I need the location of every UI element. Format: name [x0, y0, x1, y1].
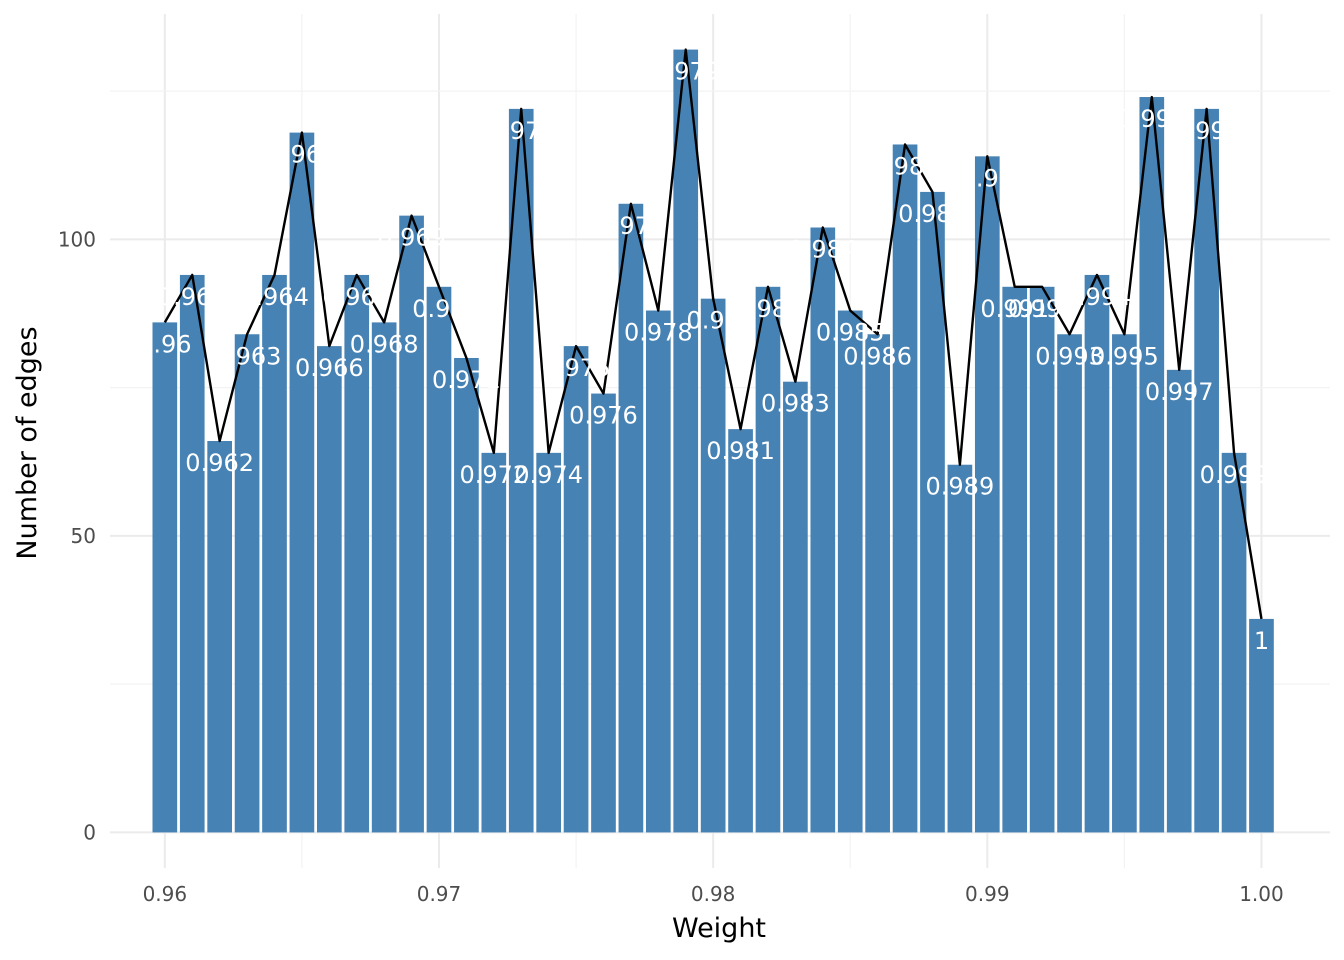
x-tick-label: 0.99: [965, 882, 1010, 906]
bar-value-label: 0.998: [1172, 117, 1241, 145]
bar: [179, 274, 205, 833]
bar-value-label: 0.992: [1008, 295, 1077, 323]
bar-value-label: 0.989: [926, 473, 995, 501]
bar: [728, 429, 753, 833]
bar-value-label: 0.99: [961, 164, 1014, 192]
bar-value-label: 0.996: [1117, 105, 1186, 133]
y-tick-label: 0: [83, 820, 96, 844]
bar: [289, 132, 315, 833]
bar-value-label: 0.967: [322, 283, 391, 311]
bar-value-label: 0.993: [1035, 342, 1104, 370]
bar-value-label: 0.991: [980, 295, 1049, 323]
y-axis-ticks: 0 50 100: [58, 227, 96, 844]
bar: [1249, 618, 1274, 833]
bar-value-label: 0.973: [487, 117, 556, 145]
bar-value-label: 0.978: [624, 319, 693, 347]
bar: [591, 393, 616, 833]
x-axis-ticks: 0.96 0.97 0.98 0.99 1.00: [143, 882, 1284, 906]
bar-value-label: 0.983: [761, 390, 830, 418]
y-axis-title: Number of edges: [12, 326, 43, 559]
bar: [399, 215, 424, 833]
bar: [783, 381, 808, 833]
bar: [536, 452, 561, 833]
bar: [1057, 334, 1082, 833]
bar-labels: 0.96 0.961 0.962 0.963 0.964 0.965 0.966 0.967 0…: [138, 58, 1269, 655]
bar: [645, 310, 671, 833]
bar: [947, 464, 973, 833]
bar-value-label: 0.974: [514, 461, 583, 489]
bar-value-label: 0.97: [412, 295, 465, 323]
bar: [700, 298, 726, 833]
bar: [207, 441, 232, 833]
bar: [810, 227, 836, 833]
bar: [454, 357, 479, 833]
x-tick-label: 0.96: [143, 882, 188, 906]
bar-value-label: 0.986: [843, 342, 912, 370]
bar: [618, 203, 644, 833]
bar: [1166, 369, 1192, 833]
bar: [1029, 286, 1055, 833]
x-axis-title: Weight: [672, 913, 766, 944]
x-tick-label: 0.98: [691, 882, 736, 906]
x-tick-label: 1.00: [1239, 882, 1284, 906]
bar: [234, 334, 260, 833]
bar: [344, 274, 370, 833]
bars: [152, 49, 1274, 833]
bar: [1084, 274, 1110, 833]
bar: [371, 322, 397, 833]
bar-value-label: 0.988: [898, 200, 967, 228]
bar-value-label: 0.965: [268, 141, 337, 169]
bar-value-label: 0.982: [734, 295, 803, 323]
bar: [316, 346, 342, 833]
bar-value-label: 0.987: [871, 152, 940, 180]
bar-value-label: 1: [1254, 627, 1269, 655]
bar: [563, 346, 589, 833]
bar: [974, 156, 1000, 833]
bar: [508, 108, 534, 833]
bar-value-label: 0.976: [569, 402, 638, 430]
bar-value-label: 0.981: [706, 437, 775, 465]
bar: [426, 286, 452, 833]
bar-value-label: 0.96: [138, 330, 191, 358]
bar: [481, 452, 507, 833]
bar-value-label: 0.995: [1090, 342, 1159, 370]
bar: [1194, 108, 1219, 833]
bar-value-label: 0.997: [1145, 378, 1214, 406]
bar: [1112, 334, 1137, 833]
bar-value-label: 0.964: [240, 283, 309, 311]
bar-value-label: 0.962: [185, 449, 254, 477]
bar: [837, 310, 863, 833]
bar-value-label: 0.963: [213, 342, 282, 370]
x-tick-label: 0.97: [417, 882, 462, 906]
bar-value-label: 0.972: [459, 461, 528, 489]
bar-value-label: 0.979: [651, 58, 720, 86]
bar-value-label: 0.977: [597, 212, 666, 240]
bar: [755, 286, 781, 833]
bar-value-label: 0.994: [1063, 283, 1132, 311]
bar: [892, 144, 918, 833]
bar: [920, 191, 945, 833]
bar-value-label: 0.975: [542, 354, 611, 382]
bar-value-label: 0.98: [686, 307, 739, 335]
bar: [152, 322, 178, 833]
bar-value-label: 0.984: [788, 236, 857, 264]
bar: [673, 49, 699, 833]
bar: [1002, 286, 1028, 833]
bar-value-label: 0.999: [1200, 461, 1269, 489]
y-tick-label: 50: [71, 524, 96, 548]
bar: [1139, 97, 1165, 833]
bar: [1221, 452, 1247, 833]
bar: [865, 334, 890, 833]
bar-value-label: 0.961: [158, 283, 227, 311]
bar: [262, 274, 287, 833]
bar-value-label: 0.968: [350, 330, 419, 358]
y-tick-label: 100: [58, 227, 96, 251]
bar-value-label: 0.969: [377, 224, 446, 252]
bar-value-label: 0.985: [816, 319, 885, 347]
bar-value-label: 0.966: [295, 354, 364, 382]
bar-value-label: 0.971: [432, 366, 501, 394]
trend-line: [163, 48, 1263, 620]
